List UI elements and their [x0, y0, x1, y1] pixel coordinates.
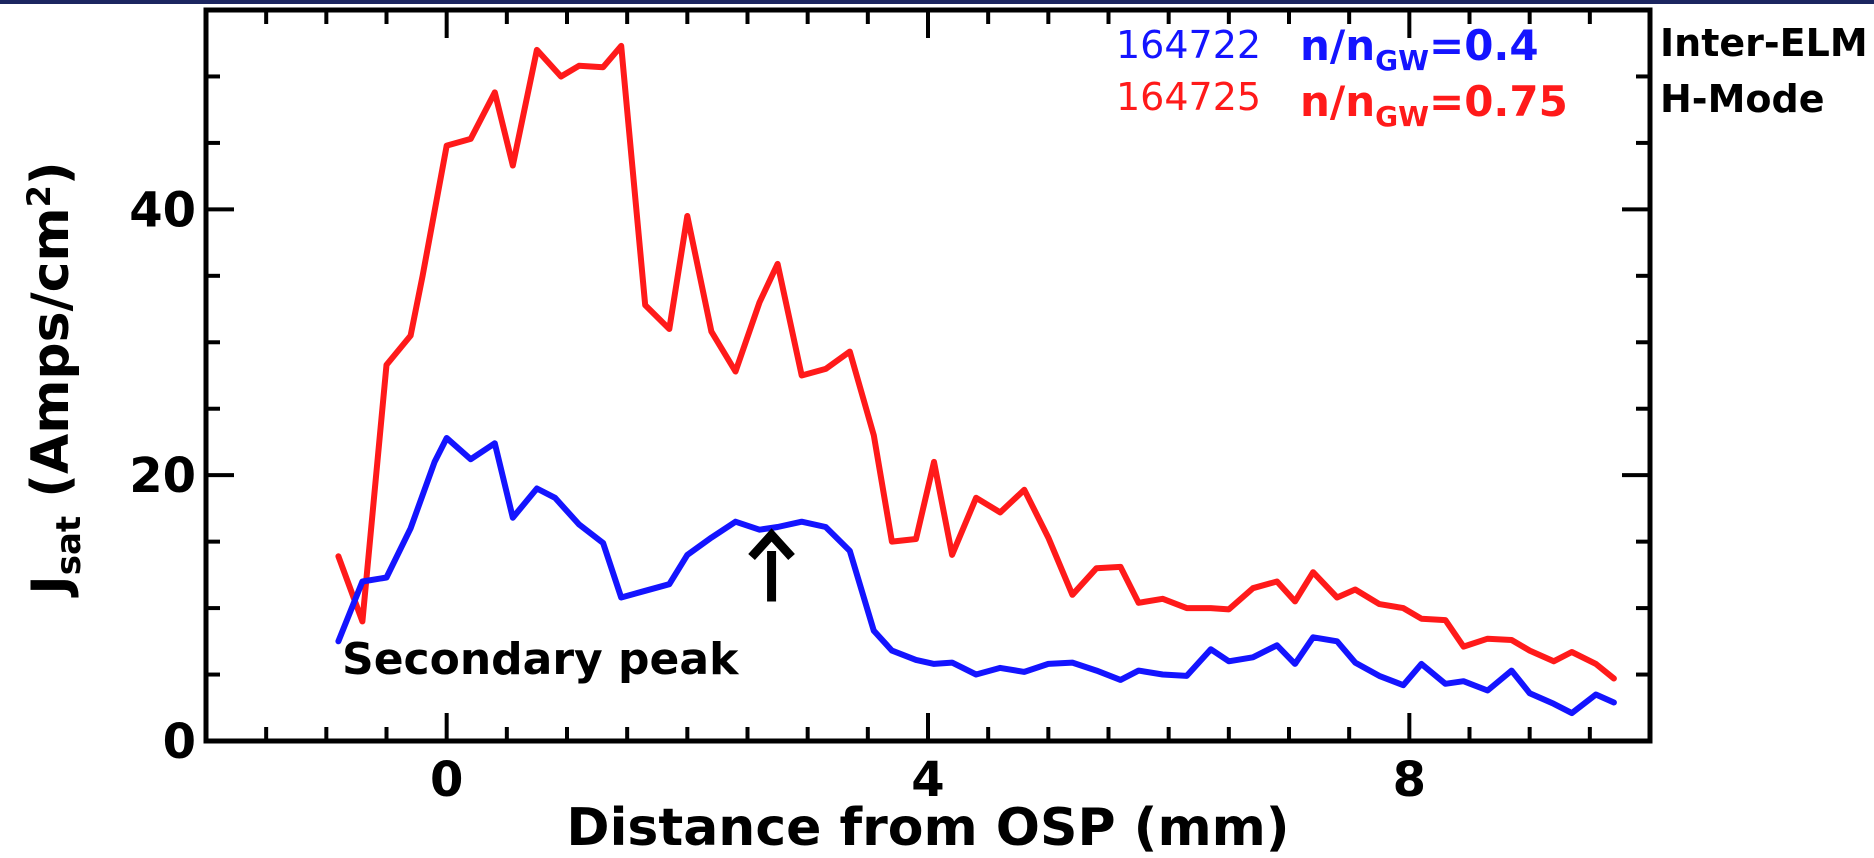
legend-ratio-164725-sub: GW: [1375, 100, 1429, 133]
legend-shot-164725: 164725: [1116, 75, 1261, 119]
y-axis-title: Jsat (Amps/cm2): [20, 161, 89, 597]
legend-ratio-164722-post: =0.4: [1429, 21, 1539, 70]
secondary-peak-arrow-head: [748, 528, 795, 561]
y-axis-title-superscript: 2: [20, 185, 58, 207]
legend-ratio-164725: n/nGW=0.75: [1300, 77, 1568, 133]
y-axis-title-main: J: [21, 575, 81, 597]
legend-ratio-164725-post: =0.75: [1429, 77, 1568, 126]
plot-frame: [203, 7, 1653, 744]
series-line-0: [335, 42, 1617, 682]
y-tick-label: 20: [129, 448, 196, 504]
legend-ratio-164722-pre: n/n: [1300, 21, 1375, 70]
legend-ratio-164725-pre: n/n: [1300, 77, 1375, 126]
side-label-inter-elm: Inter-ELM: [1660, 21, 1868, 65]
x-axis-title: Distance from OSP (mm): [566, 798, 1289, 858]
secondary-peak-label: Secondary peak: [342, 634, 740, 685]
legend-ratio-164722: n/nGW=0.4: [1300, 21, 1539, 77]
x-tick-label: 8: [1393, 752, 1426, 808]
y-axis-title-subscript: sat: [49, 516, 89, 575]
x-tick-label: 4: [911, 752, 944, 808]
top-border: [0, 0, 1874, 4]
y-axis-title-units-close: ): [21, 161, 81, 185]
x-tick-label: 0: [430, 752, 463, 808]
legend-ratio-164722-sub: GW: [1375, 44, 1429, 77]
legend: 164722 n/nGW=0.4 164725 n/nGW=0.75: [1116, 21, 1568, 133]
y-tick-label: 40: [129, 182, 196, 238]
secondary-peak-annotation: Secondary peak: [342, 528, 795, 685]
series-line-1: [335, 435, 1617, 717]
legend-shot-164722: 164722: [1116, 23, 1261, 67]
tick-labels: 0 4 8 0 20 40: [129, 182, 1426, 808]
y-tick-label: 0: [163, 714, 196, 770]
side-label-h-mode: H-Mode: [1660, 77, 1824, 121]
series-lines: [335, 42, 1617, 717]
y-axis-title-units: (Amps/cm: [21, 207, 81, 515]
